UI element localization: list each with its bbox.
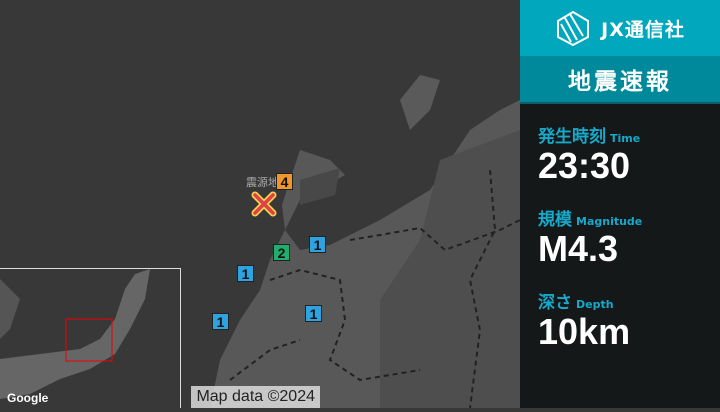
intensity-badge: 1 bbox=[305, 305, 322, 322]
jx-logo-icon bbox=[557, 10, 590, 46]
header: JX通信社 bbox=[520, 0, 720, 56]
epicenter-label: 震源地 bbox=[246, 176, 279, 189]
intensity-badge: 1 bbox=[237, 265, 254, 282]
time-info: 発生時刻 Time 23:30 bbox=[520, 104, 720, 187]
magnitude-info: 規模 Magnitude M4.3 bbox=[520, 187, 720, 270]
time-label-en: Time bbox=[610, 132, 641, 145]
magnitude-value: M4.3 bbox=[538, 228, 619, 269]
google-logo: Google bbox=[7, 391, 49, 405]
time-label: 発生時刻 bbox=[538, 127, 606, 147]
map-land bbox=[210, 75, 521, 409]
magnitude-label-en: Magnitude bbox=[576, 215, 643, 228]
magnitude-label: 規模 bbox=[538, 210, 572, 230]
depth-label: 深さ bbox=[538, 293, 572, 313]
brand-name: JX通信社 bbox=[601, 18, 685, 41]
intensity-badge: 1 bbox=[212, 313, 229, 330]
info-panel: JX通信社 地震速報 発生時刻 Time 23:30 規模 Magnitude M4… bbox=[520, 0, 720, 408]
time-value: 23:30 bbox=[538, 145, 631, 186]
depth-info: 深さ Depth 10km bbox=[520, 270, 720, 353]
page-title: 地震速報 bbox=[520, 56, 720, 104]
depth-value: 10km bbox=[538, 311, 631, 352]
map-credit: Map data ©2024 bbox=[191, 386, 320, 408]
epicenter-cross-icon bbox=[251, 191, 277, 217]
intensity-badge: 1 bbox=[309, 236, 326, 253]
intensity-badge: 2 bbox=[273, 244, 290, 261]
intensity-badge: 4 bbox=[276, 173, 293, 190]
overview-inset-map bbox=[0, 268, 181, 408]
map[interactable]: 震源地 4 2 1 1 1 1 Google Map data ©2024 bbox=[0, 0, 521, 409]
depth-label-en: Depth bbox=[576, 298, 614, 311]
